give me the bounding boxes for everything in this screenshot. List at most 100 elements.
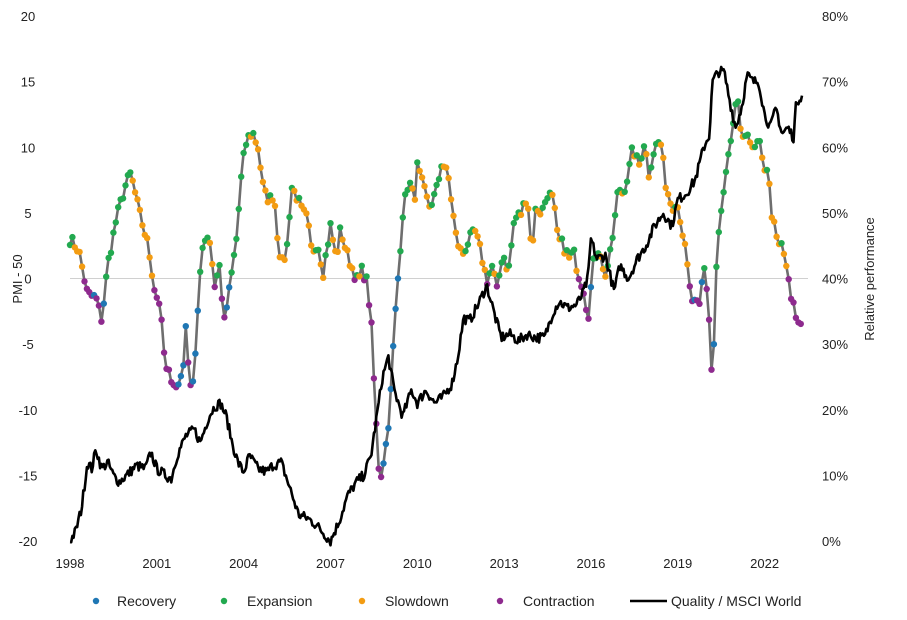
pmi-point-expansion <box>722 168 730 176</box>
pmi-point-slowdown <box>525 205 532 212</box>
pmi-point-slowdown <box>766 180 773 187</box>
pmi-point-expansion <box>718 207 725 215</box>
pmi-point-contraction <box>785 276 792 283</box>
pmi-point-slowdown <box>416 167 423 175</box>
pmi-point-slowdown <box>602 273 609 280</box>
x-tick-label: 2004 <box>229 556 258 571</box>
y-right-tick-label: 30% <box>822 337 848 352</box>
y-left-tick-label: -20 <box>19 534 38 549</box>
pmi-point-expansion <box>428 201 435 209</box>
pmi-point-slowdown <box>305 222 312 229</box>
y-right-tick-label: 60% <box>822 140 848 155</box>
pmi-point-expansion <box>778 240 785 247</box>
pmi-point-slowdown <box>537 211 544 218</box>
pmi-point-slowdown <box>445 174 452 182</box>
pmi-point-recovery <box>387 385 394 393</box>
pmi-point-recovery <box>189 378 197 385</box>
pmi-point-expansion <box>199 244 206 252</box>
pmi-point-expansion <box>640 143 648 150</box>
pmi-point-slowdown <box>262 187 269 194</box>
pmi-point-expansion <box>751 143 759 151</box>
pmi-point-slowdown <box>139 222 146 229</box>
pmi-point-slowdown <box>320 274 327 281</box>
legend-slowdown-label: Slowdown <box>385 593 449 609</box>
pmi-point-contraction <box>93 295 100 302</box>
pmi-point-slowdown <box>303 210 310 217</box>
pmi-point-slowdown <box>254 146 262 153</box>
pmi-point-expansion <box>404 186 411 194</box>
pmi-point-expansion <box>713 263 720 270</box>
y-right-tick-label: 0% <box>822 534 841 549</box>
pmi-point-slowdown <box>418 174 426 181</box>
y-right-tick-label: 80% <box>822 9 848 24</box>
y-right-tick-label: 10% <box>822 468 848 483</box>
pmi-point-slowdown <box>452 229 460 236</box>
pmi-point-slowdown <box>144 234 151 242</box>
pmi-point-slowdown <box>271 202 279 210</box>
pmi-point-slowdown <box>681 240 689 248</box>
pmi-point-recovery <box>180 362 187 369</box>
pmi-point-slowdown <box>549 191 556 198</box>
legend-item-contraction: Contraction <box>496 593 595 609</box>
pmi-point-expansion <box>756 137 763 145</box>
pmi-point-expansion <box>250 129 257 137</box>
pmi-point-expansion <box>336 224 344 231</box>
pmi-point-slowdown <box>773 233 780 240</box>
pmi-point-recovery <box>192 350 199 357</box>
pmi-point-expansion <box>508 242 515 249</box>
pmi-point-contraction <box>153 294 160 301</box>
pmi-point-expansion <box>230 251 238 259</box>
pmi-point-expansion <box>701 265 708 272</box>
pmi-point-expansion <box>505 262 513 269</box>
pmi-point-slowdown <box>329 236 337 243</box>
pmi-point-slowdown <box>667 200 674 207</box>
pmi-point-recovery <box>385 425 392 432</box>
pmi-point-expansion <box>488 262 496 270</box>
legend-item-recovery: Recovery <box>92 593 176 609</box>
legend-recovery-label: Recovery <box>117 593 176 609</box>
pmi-point-slowdown <box>472 227 479 235</box>
pmi-point-slowdown <box>339 236 346 243</box>
y-right-tick-label: 50% <box>822 206 848 221</box>
pmi-point-expansion <box>267 192 274 199</box>
pmi-point-expansion <box>358 262 365 269</box>
pmi-point-slowdown <box>599 265 607 273</box>
pmi-point-slowdown <box>421 183 428 190</box>
x-tick-label: 2019 <box>663 556 692 571</box>
pmi-point-slowdown <box>411 196 419 203</box>
pmi-point-contraction <box>797 320 804 328</box>
pmi-point-expansion <box>324 241 332 248</box>
x-tick-label: 2016 <box>576 556 605 571</box>
legend-expansion-label: Expansion <box>247 593 312 609</box>
pmi-point-slowdown <box>134 196 141 203</box>
pmi-point-expansion <box>122 182 129 189</box>
y-left-tick-label: -15 <box>19 468 38 483</box>
pmi-point-expansion <box>623 178 631 185</box>
pmi-point-recovery <box>177 372 185 380</box>
pmi-point-contraction <box>582 306 590 314</box>
pmi-point-slowdown <box>206 239 214 247</box>
y-left-tick-label: 5 <box>24 206 31 221</box>
pmi-point-slowdown <box>662 184 669 191</box>
pmi-point-expansion <box>119 195 127 202</box>
pmi-point-slowdown <box>684 261 691 268</box>
pmi-point-expansion <box>127 169 134 176</box>
pmi-point-slowdown <box>474 233 481 240</box>
pmi-point-slowdown <box>457 245 464 252</box>
pmi-point-expansion <box>295 194 303 202</box>
pmi-point-expansion <box>115 204 122 211</box>
legend-item-expansion: Expansion <box>220 593 312 609</box>
pmi-point-expansion <box>650 151 657 158</box>
pmi-point-contraction <box>151 287 158 294</box>
pmi-point-slowdown <box>780 250 788 258</box>
pmi-point-slowdown <box>643 150 650 158</box>
pmi-point-slowdown <box>573 267 580 274</box>
legend: Recovery Expansion Slowdown Contraction … <box>92 593 801 609</box>
pmi-point-contraction <box>211 283 218 291</box>
pmi-point-contraction <box>95 302 103 309</box>
pmi-point-expansion <box>235 205 242 213</box>
y-left-tick-label: 0 <box>24 272 31 287</box>
pmi-point-expansion <box>204 234 211 241</box>
pmi-point-slowdown <box>281 256 288 264</box>
pmi-point-recovery <box>587 283 595 291</box>
